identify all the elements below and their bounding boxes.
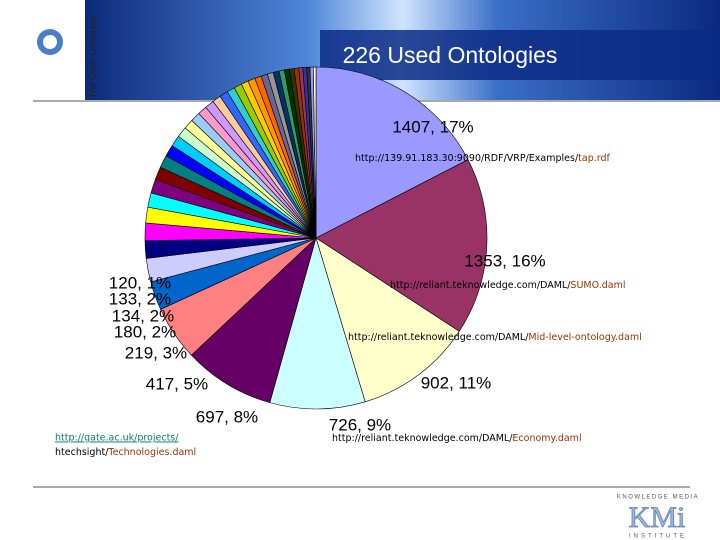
slice-label: 697, 8% (196, 407, 258, 426)
title-band (320, 30, 720, 80)
annotation: http://reliant.teknowledge.com/DAML/Econ… (332, 433, 582, 444)
annotation-url: http://139.91.183.30:9090/RDF/VRP/Exampl… (355, 153, 579, 164)
pie-slice (315, 237, 460, 403)
annotation-url: http://reliant.teknowledge.com/DAML/ (390, 280, 571, 291)
slice-label: 1407, 17% (392, 117, 473, 136)
logo-mark-inner (43, 35, 57, 49)
kmi-top: KNOWLEDGE MEDIA (617, 495, 699, 501)
annotation-file: Economy.daml (512, 433, 581, 444)
slide-title: 226 Used Ontologies (343, 42, 558, 68)
kmi-logo: KMi (629, 501, 686, 534)
slice-label: 219, 3% (125, 343, 187, 362)
slice-label: 1353, 16% (464, 251, 545, 270)
kmi-bottom: INSTITUTE (629, 534, 687, 540)
pie-slice (191, 237, 317, 404)
slice-label: 133, 2% (109, 289, 171, 308)
pie-slice (315, 159, 488, 332)
pie-slice (269, 236, 366, 410)
annotation-url: htechsight/ (55, 447, 109, 458)
slice-label: 134, 2% (112, 306, 174, 325)
annotation-url: http://reliant.teknowledge.com/DAML/ (348, 332, 529, 343)
annotation-url: http://reliant.teknowledge.com/DAML/ (332, 433, 513, 444)
pie-slice (315, 66, 469, 239)
annotation: htechsight/Technologies.daml (55, 447, 196, 458)
annotation-file: Mid-level-ontology.daml (528, 332, 641, 343)
slice-label: 120, 1% (109, 273, 171, 292)
annotation-file: tap.rdf (578, 153, 610, 164)
annotation-link[interactable]: http://gate.ac.uk/projects/ (55, 433, 179, 444)
slice-label: 180, 2% (114, 322, 176, 341)
slice-label: 417, 5% (146, 374, 208, 393)
annotation-file: SUMO.daml (570, 280, 625, 291)
annotation-file: Technologies.daml (107, 447, 196, 458)
pie-slice (313, 66, 317, 239)
annotation: http://reliant.teknowledge.com/DAML/Mid-… (348, 332, 642, 343)
pie (144, 66, 488, 410)
annotation: http://139.91.183.30:9090/RDF/VRP/Exampl… (355, 153, 611, 164)
logo-text: The Open University (88, 15, 98, 98)
slice-label: 902, 11% (421, 373, 492, 392)
slice-label: 726, 9% (329, 415, 391, 434)
annotation: http://reliant.teknowledge.com/DAML/SUMO… (390, 280, 625, 291)
